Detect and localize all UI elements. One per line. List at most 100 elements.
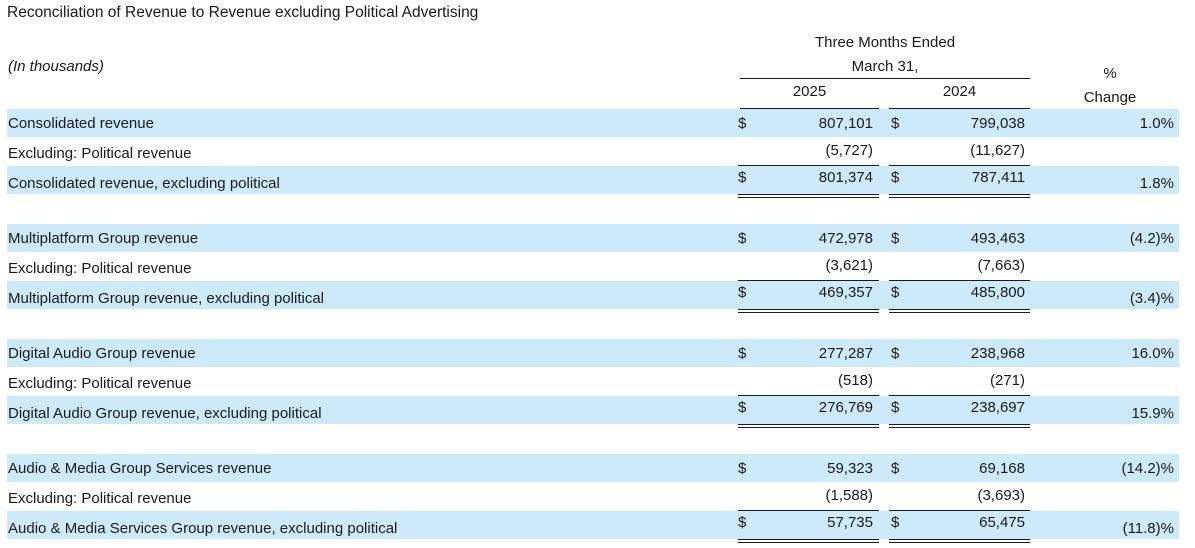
- pct-change-header-line2: Change: [1083, 89, 1137, 106]
- row-label: Excluding: Political revenue: [8, 489, 192, 507]
- value-2024: 238,697: [970, 399, 1025, 416]
- value-2024: (271): [989, 372, 1025, 389]
- row-label: Excluding: Political revenue: [8, 374, 192, 392]
- row-label: Multiplatform Group revenue, excluding p…: [8, 290, 324, 307]
- value-2024: (7,663): [977, 257, 1025, 274]
- currency-symbol-2025: $: [738, 284, 747, 301]
- total-double-rule: [738, 539, 879, 543]
- pct-change-header: % Change: [1050, 62, 1170, 110]
- currency-symbol-2024: $: [891, 284, 900, 301]
- currency-symbol-2025: $: [738, 344, 747, 362]
- total-double-rule: [738, 194, 879, 198]
- row-label: Excluding: Political revenue: [8, 144, 192, 162]
- subtotal-rule: [738, 395, 879, 396]
- table-row: Excluding: Political revenue (5,727) (11,6…: [7, 139, 1179, 167]
- subtotal-rule: [738, 165, 879, 166]
- value-2024: 799,038: [970, 114, 1025, 132]
- total-double-rule: [889, 194, 1030, 198]
- value-2024: (11,627): [970, 142, 1025, 159]
- subtotal-rule: [738, 280, 879, 281]
- currency-symbol-2024: $: [891, 114, 900, 132]
- row-label: Audio & Media Group Services revenue: [8, 459, 272, 477]
- row-label: Excluding: Political revenue: [8, 259, 192, 277]
- currency-symbol-2025: $: [738, 459, 747, 477]
- table-row: Audio & Media Group Services revenue $59,…: [7, 454, 1179, 482]
- value-2025: 276,769: [818, 399, 873, 416]
- total-double-rule: [889, 539, 1030, 543]
- value-2025: 57,735: [827, 514, 873, 531]
- value-2024: 485,800: [970, 284, 1025, 301]
- table-row: Digital Audio Group revenue, excluding p…: [7, 396, 1179, 424]
- pct-change: (3.4)%: [1129, 290, 1174, 307]
- total-double-rule: [889, 309, 1030, 313]
- value-2024: 69,168: [979, 459, 1025, 477]
- value-2025: 59,323: [827, 459, 873, 477]
- value-2024: 787,411: [971, 169, 1025, 186]
- currency-symbol-2025: $: [738, 399, 747, 416]
- total-double-rule: [738, 309, 879, 313]
- pct-change: [1057, 369, 1174, 397]
- pct-change: 1.8%: [1139, 175, 1174, 192]
- table-row: Multiplatform Group revenue $472,978 $493,…: [7, 224, 1179, 252]
- value-2025: 277,287: [818, 344, 873, 362]
- value-2025: 807,101: [818, 114, 873, 132]
- table-row: Excluding: Political revenue (518) (271): [7, 369, 1179, 397]
- table-row: Consolidated revenue, excluding politica…: [7, 166, 1179, 194]
- year-rule-2024: [889, 108, 1030, 109]
- currency-symbol-2025: $: [738, 514, 747, 531]
- pct-change-header-line1: %: [1103, 65, 1117, 82]
- subtotal-rule: [889, 165, 1030, 166]
- currency-symbol-2025: $: [738, 229, 747, 247]
- table-row: Digital Audio Group revenue $277,287 $238,…: [7, 339, 1179, 367]
- pct-change: 15.9%: [1131, 405, 1174, 422]
- currency-symbol-2024: $: [891, 514, 900, 531]
- row-label: Consolidated revenue, excluding politica…: [8, 175, 280, 192]
- currency-symbol-2024: $: [891, 459, 900, 477]
- period-header-line2: March 31,: [851, 58, 919, 75]
- table-row: Audio & Media Services Group revenue, ex…: [7, 511, 1179, 539]
- total-double-rule: [889, 424, 1030, 428]
- pct-change: (14.2)%: [1121, 459, 1174, 477]
- pct-change: [1057, 139, 1174, 167]
- units-note: (In thousands): [8, 58, 104, 75]
- table-row: Excluding: Political revenue (3,621) (7,66…: [7, 254, 1179, 282]
- pct-change: 16.0%: [1131, 344, 1174, 362]
- value-2025: 801,374: [818, 169, 873, 186]
- pct-change: 1.0%: [1139, 114, 1174, 132]
- subtotal-rule: [738, 510, 879, 511]
- year-header-2025: 2025: [792, 83, 827, 100]
- year-header-2024: 2024: [942, 83, 977, 100]
- currency-symbol-2024: $: [891, 169, 900, 186]
- total-double-rule: [738, 424, 879, 428]
- period-header: Three Months Ended March 31,: [740, 31, 1030, 79]
- pct-change: (11.8)%: [1122, 520, 1174, 537]
- year-rule-2025: [740, 108, 879, 109]
- row-label: Consolidated revenue: [8, 114, 154, 132]
- period-header-rule: [740, 78, 1030, 79]
- pct-change: [1057, 484, 1174, 512]
- row-label: Audio & Media Services Group revenue, ex…: [8, 520, 398, 537]
- value-2024: 65,475: [979, 514, 1025, 531]
- pct-change: [1057, 254, 1174, 282]
- currency-symbol-2025: $: [738, 114, 747, 132]
- row-label: Multiplatform Group revenue: [8, 229, 199, 247]
- table-row: Excluding: Political revenue (1,588) (3,69…: [7, 484, 1179, 512]
- period-header-line1: Three Months Ended: [814, 34, 956, 51]
- value-2025: (1,588): [825, 487, 873, 504]
- row-label: Digital Audio Group revenue: [8, 344, 196, 362]
- value-2025: (518): [837, 372, 873, 389]
- report-title: Reconciliation of Revenue to Revenue exc…: [7, 4, 479, 21]
- value-2024: (3,693): [977, 487, 1025, 504]
- row-label: Digital Audio Group revenue, excluding p…: [8, 405, 322, 422]
- pct-change: (4.2)%: [1129, 229, 1174, 247]
- table-row: Consolidated revenue $807,101 $799,038 1.0%: [7, 109, 1179, 137]
- value-2024: 238,968: [970, 344, 1025, 362]
- currency-symbol-2024: $: [891, 399, 900, 416]
- value-2025: (3,621): [825, 257, 873, 274]
- value-2025: 469,357: [818, 284, 873, 301]
- currency-symbol-2024: $: [891, 344, 900, 362]
- currency-symbol-2025: $: [738, 169, 747, 186]
- table-row: Multiplatform Group revenue, excluding p…: [7, 281, 1179, 309]
- value-2025: (5,727): [825, 142, 873, 159]
- subtotal-rule: [889, 280, 1030, 281]
